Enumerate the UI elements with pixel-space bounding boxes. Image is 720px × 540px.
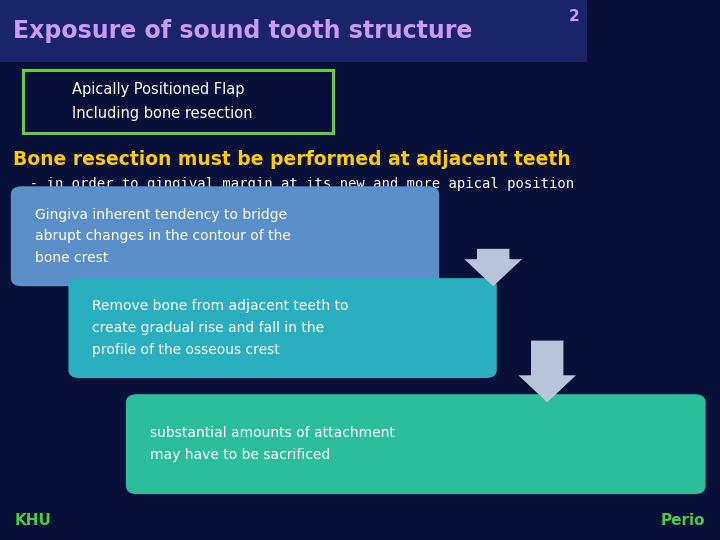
Text: Remove bone from adjacent teeth to
create gradual rise and fall in the
profile o: Remove bone from adjacent teeth to creat… bbox=[92, 299, 348, 357]
Text: Gingiva inherent tendency to bridge
abrupt changes in the contour of the
bone cr: Gingiva inherent tendency to bridge abru… bbox=[35, 207, 290, 265]
Text: Perio: Perio bbox=[661, 513, 706, 528]
Text: Bone resection must be performed at adjacent teeth: Bone resection must be performed at adja… bbox=[13, 150, 570, 169]
Text: Apically Positioned Flap
Including bone resection: Apically Positioned Flap Including bone … bbox=[72, 82, 253, 121]
Text: Exposure of sound tooth structure: Exposure of sound tooth structure bbox=[13, 19, 472, 43]
FancyBboxPatch shape bbox=[68, 278, 497, 378]
FancyBboxPatch shape bbox=[23, 70, 333, 133]
Text: - in order to gingival margin at its new and more apical position: - in order to gingival margin at its new… bbox=[13, 177, 574, 191]
Text: 2: 2 bbox=[569, 9, 580, 24]
FancyBboxPatch shape bbox=[126, 394, 706, 494]
FancyBboxPatch shape bbox=[0, 0, 587, 62]
Text: KHU: KHU bbox=[14, 513, 51, 528]
FancyBboxPatch shape bbox=[11, 186, 439, 286]
Polygon shape bbox=[518, 341, 576, 402]
Polygon shape bbox=[464, 249, 522, 286]
Text: substantial amounts of attachment
may have to be sacrificed: substantial amounts of attachment may ha… bbox=[150, 426, 395, 462]
